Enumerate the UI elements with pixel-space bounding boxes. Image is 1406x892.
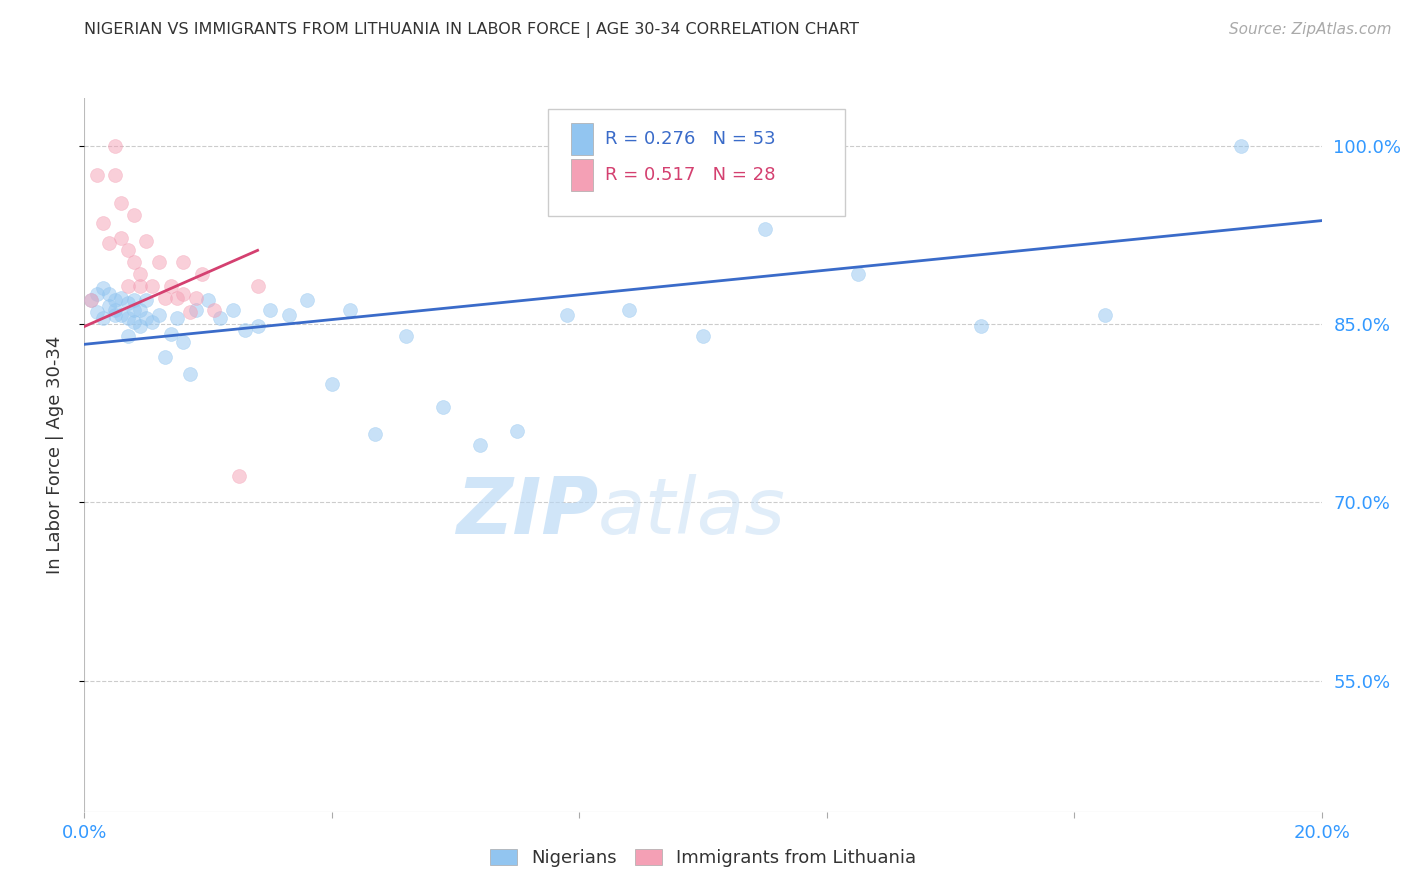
Point (141, 279, 163, 293)
Point (160, 279, 183, 293)
Point (555, 308, 578, 322)
Point (117, 311, 139, 326)
Point (191, 267, 214, 281)
Point (110, 291, 132, 305)
Point (233, 323, 256, 337)
FancyBboxPatch shape (548, 109, 845, 216)
Text: atlas: atlas (598, 474, 786, 550)
Point (117, 329, 139, 343)
Point (122, 315, 145, 329)
Point (184, 291, 207, 305)
Point (395, 329, 418, 343)
Point (754, 222, 776, 236)
Point (135, 234, 157, 248)
Text: ZIP: ZIP (456, 474, 598, 550)
Point (209, 311, 232, 326)
Point (135, 311, 157, 326)
Point (135, 293, 157, 308)
Point (197, 293, 219, 308)
Point (339, 302, 361, 317)
Point (617, 302, 640, 317)
Point (148, 255, 170, 269)
Point (91, 281, 114, 295)
Point (166, 291, 188, 305)
Point (277, 308, 299, 322)
Point (295, 293, 318, 308)
Point (98, 236, 121, 251)
FancyBboxPatch shape (571, 123, 593, 155)
Point (172, 255, 194, 269)
Point (259, 302, 281, 317)
Point (692, 329, 714, 343)
Point (506, 424, 529, 438)
Point (117, 244, 139, 258)
Y-axis label: In Labor Force | Age 30-34: In Labor Force | Age 30-34 (45, 335, 63, 574)
Point (179, 367, 201, 381)
Point (91, 311, 114, 326)
Point (364, 426, 387, 441)
Point (321, 376, 343, 391)
Point (79, 293, 101, 308)
Point (104, 169, 127, 183)
Point (122, 208, 145, 222)
Point (104, 308, 127, 322)
Point (110, 231, 132, 245)
FancyBboxPatch shape (571, 159, 593, 191)
Text: Source: ZipAtlas.com: Source: ZipAtlas.com (1229, 22, 1392, 37)
Point (846, 267, 869, 281)
Point (166, 311, 188, 326)
Point (110, 195, 132, 210)
Point (110, 308, 132, 322)
Point (104, 293, 127, 308)
Point (222, 302, 245, 317)
Text: R = 0.276   N = 53: R = 0.276 N = 53 (605, 130, 776, 148)
Text: NIGERIAN VS IMMIGRANTS FROM LITHUANIA IN LABOR FORCE | AGE 30-34 CORRELATION CHA: NIGERIAN VS IMMIGRANTS FROM LITHUANIA IN… (84, 22, 859, 38)
Point (153, 351, 176, 365)
Point (179, 305, 201, 319)
Point (86, 169, 108, 183)
Point (129, 319, 152, 334)
Point (160, 326, 183, 341)
Text: R = 0.517   N = 28: R = 0.517 N = 28 (605, 166, 776, 184)
Point (202, 302, 225, 317)
Point (246, 279, 269, 293)
Point (1230, 138, 1253, 153)
Point (122, 302, 145, 317)
Point (148, 308, 170, 322)
Point (1094, 308, 1116, 322)
Point (91, 216, 114, 230)
Point (98, 287, 121, 301)
Point (122, 255, 145, 269)
Point (470, 438, 492, 452)
Point (98, 299, 121, 313)
Point (970, 319, 993, 334)
Point (246, 319, 269, 334)
Point (184, 302, 207, 317)
Point (122, 293, 145, 308)
Point (228, 469, 250, 483)
Point (104, 138, 127, 153)
Point (104, 302, 127, 317)
Point (86, 305, 108, 319)
Point (129, 302, 152, 317)
Point (141, 315, 163, 329)
Point (153, 291, 176, 305)
Point (86, 287, 108, 301)
Point (129, 267, 152, 281)
Point (117, 279, 139, 293)
Point (129, 279, 152, 293)
Point (79, 293, 101, 308)
Point (172, 334, 194, 349)
Point (432, 401, 454, 415)
Point (172, 287, 194, 301)
Point (117, 295, 139, 310)
Legend: Nigerians, Immigrants from Lithuania: Nigerians, Immigrants from Lithuania (482, 841, 924, 874)
